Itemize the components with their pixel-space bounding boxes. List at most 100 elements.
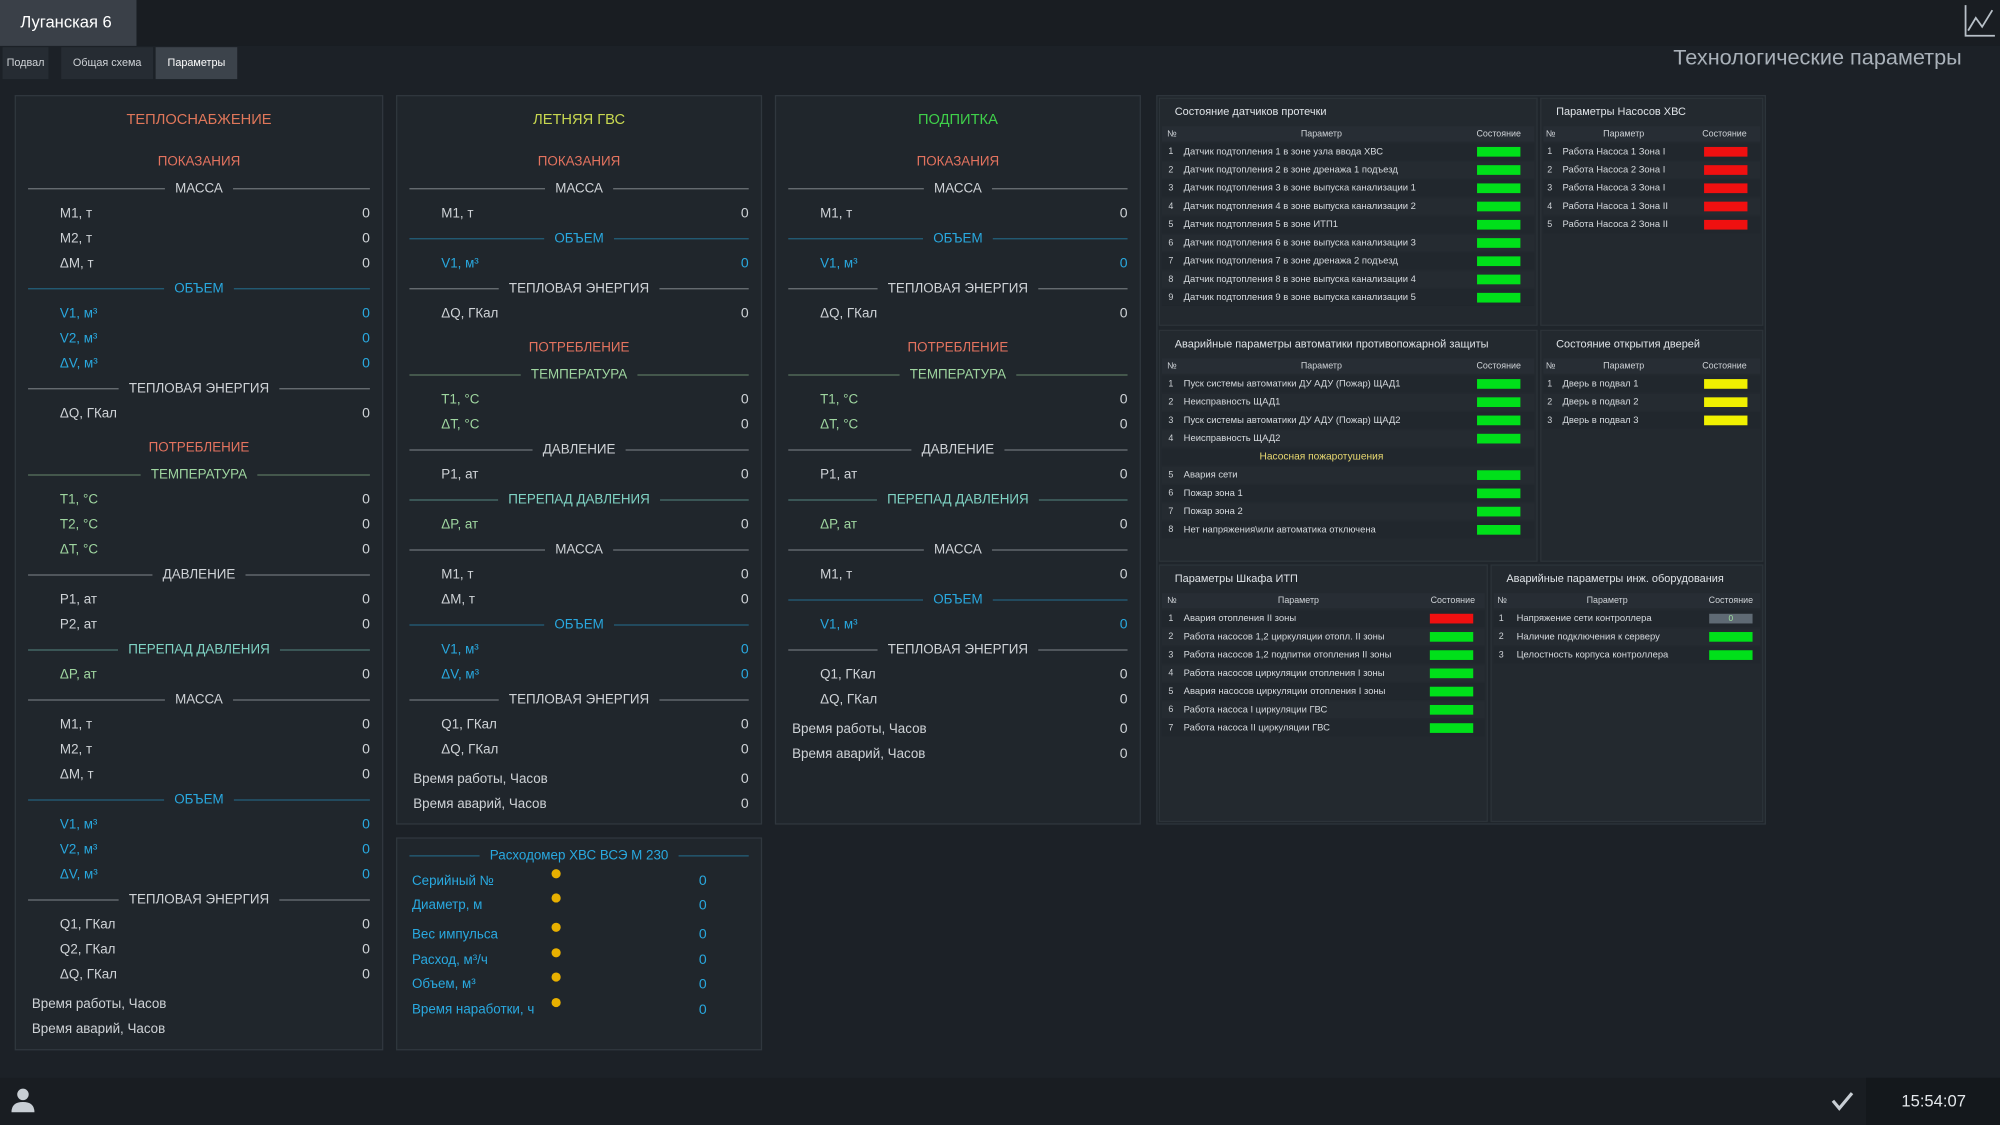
- status-indicator: [1477, 470, 1521, 480]
- row-param: Неисправность ЩАД1: [1184, 396, 1281, 407]
- tab-label: Параметры: [168, 57, 226, 69]
- section-divider-label: ОБЪЕМ: [554, 617, 603, 632]
- param-label: P1, ат: [441, 467, 478, 482]
- row-param: Работа насосов циркуляции отопления I зо…: [1184, 667, 1385, 678]
- param-value: 0: [1120, 616, 1128, 632]
- param-label: ΔQ, ГКал: [820, 692, 877, 707]
- param-value: 0: [362, 516, 370, 532]
- flowmeter-value: 0: [699, 1001, 707, 1017]
- user-icon[interactable]: [11, 1088, 35, 1113]
- status-indicator: [1429, 650, 1474, 660]
- param-value: 0: [741, 304, 749, 320]
- status-indicator: [1477, 238, 1521, 248]
- icon-body: [11, 1102, 35, 1113]
- row-number: 5: [1168, 469, 1173, 479]
- confirm-icon[interactable]: [1831, 1092, 1854, 1111]
- section-divider-label: ТЕПЛОВАЯ ЭНЕРГИЯ: [129, 892, 269, 907]
- param-label: ΔT, °C: [60, 542, 98, 557]
- section-divider-label: ОБЪЕМ: [554, 230, 603, 245]
- table-row: [1161, 521, 1535, 539]
- param-value: 0: [362, 866, 370, 882]
- info-icon[interactable]: [551, 972, 561, 982]
- tab[interactable]: [155, 47, 238, 80]
- status-indicator: [1477, 274, 1521, 285]
- row-param: Датчик подтопления 8 в зоне выпуска кана…: [1184, 273, 1416, 284]
- clock-box: [1866, 1077, 2000, 1125]
- tab-label: Общая схема: [73, 57, 143, 69]
- panel: [396, 95, 763, 825]
- tab[interactable]: [61, 47, 154, 80]
- status-indicator: [1429, 686, 1474, 697]
- section-divider-label: ОБЪЕМ: [933, 230, 982, 245]
- flowmeter-label: Расход, м³/ч: [412, 952, 488, 967]
- status-indicator: [1477, 379, 1521, 389]
- param-value: 0: [362, 404, 370, 420]
- table-header: [1543, 358, 1761, 374]
- param-label: ΔQ, ГКал: [820, 305, 877, 320]
- table-row: [1161, 448, 1535, 466]
- param-label: М1, т: [820, 205, 852, 220]
- section-divider-label: ДАВЛЕНИЕ: [543, 442, 616, 457]
- param-label: ΔМ, т: [60, 767, 94, 782]
- info-icon[interactable]: [551, 893, 561, 903]
- object-tab[interactable]: [0, 0, 137, 46]
- panel-title: ПОДПИТКА: [918, 112, 998, 128]
- param-value: 0: [741, 591, 749, 607]
- table-title: Состояние датчиков протечки: [1175, 106, 1327, 118]
- table-row: [1161, 485, 1535, 502]
- table-row: [1161, 143, 1535, 161]
- flowmeter-value: 0: [699, 951, 707, 967]
- row-number: 7: [1168, 506, 1173, 516]
- table-row: [1161, 628, 1485, 646]
- param-value: 0: [1120, 304, 1128, 320]
- bottom-bar: [0, 1077, 2000, 1125]
- section-divider-label: ТЕПЛОВАЯ ЭНЕРГИЯ: [509, 692, 649, 707]
- info-icon[interactable]: [551, 997, 561, 1008]
- param-value: 0: [1120, 720, 1128, 736]
- tab-label: Подвал: [7, 57, 45, 69]
- info-icon[interactable]: [551, 948, 561, 958]
- flowmeter-value: 0: [699, 975, 707, 991]
- param-label: Q1, ГКал: [60, 917, 116, 932]
- section-divider-label: ТЕМПЕРАТУРА: [910, 367, 1006, 382]
- param-value: 0: [362, 941, 370, 957]
- table-row: [1161, 701, 1485, 719]
- info-icon[interactable]: [551, 922, 561, 932]
- chart-icon[interactable]: [1964, 5, 1995, 37]
- flowmeter-label: Диаметр, м: [412, 897, 482, 912]
- row-number: 5: [1547, 219, 1552, 229]
- param-value: 0: [362, 666, 370, 682]
- row-param: Напряжение сети контроллера: [1517, 612, 1653, 623]
- row-param: Датчик подтопления 4 в зоне выпуска кана…: [1184, 200, 1416, 211]
- row-param: Работа Насоса 1 Зона II: [1563, 200, 1668, 211]
- row-number: 4: [1168, 433, 1173, 443]
- section-divider-label: МАССА: [934, 542, 982, 557]
- panel-title: ТЕПЛОСНАБЖЕНИЕ: [126, 112, 271, 128]
- param-value: 0: [362, 304, 370, 320]
- row-number: 5: [1168, 686, 1173, 696]
- row-number: 1: [1547, 378, 1552, 388]
- param-label: ΔМ, т: [60, 255, 94, 270]
- column-header: Состояние: [1476, 128, 1520, 138]
- table-row: [1161, 216, 1535, 234]
- status-indicator: [1704, 183, 1748, 194]
- table-row: [1161, 198, 1535, 215]
- param-value: 0: [362, 966, 370, 982]
- row-param: Нет напряжения\или автоматика отключена: [1184, 523, 1377, 534]
- param-label: T1, °C: [441, 392, 479, 407]
- param-label: ΔQ, ГКал: [60, 967, 117, 982]
- row-number: 5: [1168, 219, 1173, 229]
- param-value: 0: [362, 766, 370, 782]
- section-divider-label: МАССА: [555, 180, 603, 195]
- tab[interactable]: [2, 47, 49, 80]
- section-divider-label: ТЕМПЕРАТУРА: [151, 467, 247, 482]
- param-value: 0: [362, 616, 370, 632]
- status-indicator: [1709, 650, 1753, 660]
- row-param: Авария отопления II зоны: [1184, 612, 1297, 623]
- table-title: Аварийные параметры автоматики противопо…: [1175, 338, 1489, 350]
- param-value: 0: [1120, 516, 1128, 532]
- column-header: Параметр: [1301, 128, 1342, 138]
- row-param: Работа Насоса 2 Зона I: [1563, 164, 1666, 175]
- info-icon[interactable]: [551, 869, 561, 879]
